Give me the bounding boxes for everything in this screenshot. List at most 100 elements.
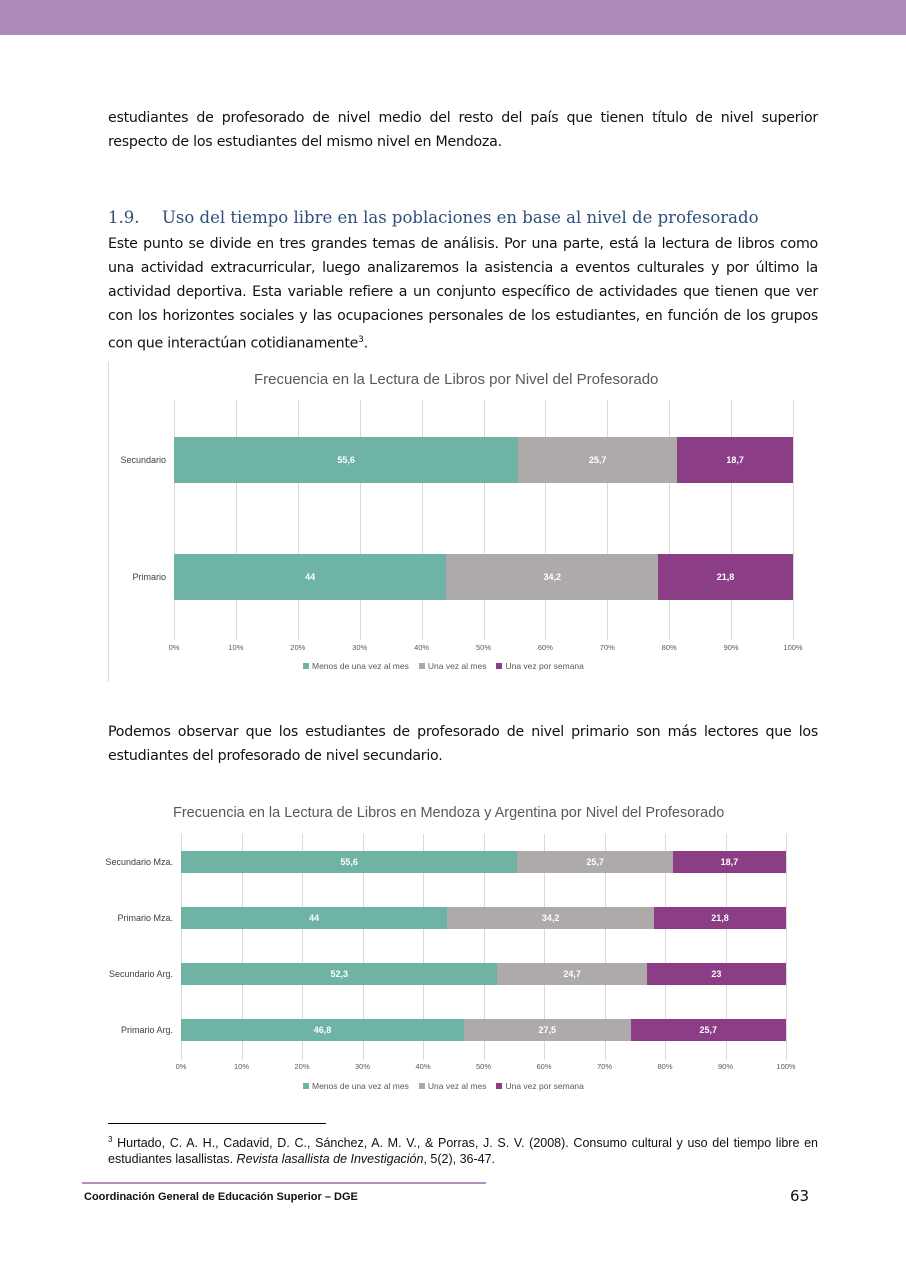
bar-segment: 18,7	[672, 851, 786, 873]
x-tick-label: 70%	[596, 1062, 613, 1071]
footnote-text-end: , 5(2), 36-47.	[423, 1152, 496, 1167]
footnote-text: Hurtado, C. A. H., Cadavid, D. C., Sánch…	[108, 1136, 818, 1167]
footnote-marker: 3	[108, 1135, 113, 1144]
section-paragraph-text: Este punto se divide en tres grandes tem…	[108, 236, 818, 352]
footnote-rule	[108, 1123, 326, 1124]
x-tick-label: 50%	[475, 643, 492, 652]
bar-segment: 21,8	[654, 907, 786, 929]
x-tick-label: 100%	[783, 643, 803, 652]
gridline	[423, 834, 424, 1060]
bar-segment: 34,2	[447, 907, 655, 929]
legend-swatch	[303, 1083, 309, 1089]
x-tick-label: 60%	[536, 1062, 552, 1071]
x-tick-label: 70%	[599, 643, 615, 652]
header-bar	[0, 0, 906, 35]
bar-segment: 18,7	[677, 437, 793, 483]
x-tick-label: 80%	[661, 643, 677, 652]
chart-reading-frequency-by-level: Frecuencia en la Lectura de Libros por N…	[108, 362, 828, 682]
section-title: Uso del tiempo libre en las poblaciones …	[162, 208, 759, 227]
gridline	[544, 834, 545, 1060]
bar-segment: 55,6	[181, 851, 518, 873]
chart-title: Frecuencia en la Lectura de Libros en Me…	[173, 805, 725, 821]
x-tick-label: 90%	[717, 1062, 734, 1071]
legend-swatch	[496, 663, 503, 669]
legend-item: Menos de una vez al mes	[303, 661, 409, 671]
category-label: Primario Mza.	[117, 913, 173, 923]
x-tick-label: 30%	[352, 643, 368, 652]
gridline	[297, 400, 299, 640]
x-tick-label: 40%	[415, 1062, 431, 1071]
category-label: Secundario	[120, 455, 166, 465]
bar-segment: 25,7	[517, 851, 673, 873]
section-heading: 1.9. Uso del tiempo libre en las poblacio…	[108, 208, 759, 227]
legend-swatch	[418, 1083, 425, 1089]
gridline	[725, 834, 727, 1060]
legend-label: Una vez al mes	[427, 661, 487, 671]
bar-segment: 52,3	[181, 963, 498, 985]
bar-segment: 46,8	[181, 1019, 465, 1041]
footer-organization: Coordinación General de Educación Superi…	[84, 1191, 358, 1203]
x-tick-label: 80%	[657, 1062, 673, 1071]
legend-item: Una vez por semana	[496, 661, 584, 671]
bar-segment: 24,7	[497, 963, 647, 985]
bar-segment: 23	[646, 963, 786, 985]
legend-label: Menos de una vez al mes	[312, 661, 409, 671]
x-tick-label: 40%	[414, 643, 430, 652]
gridline	[241, 834, 243, 1060]
x-tick-label: 90%	[723, 643, 739, 652]
legend-swatch	[496, 1083, 503, 1089]
legend-item: Una vez al mes	[418, 1081, 487, 1091]
legend-swatch	[418, 663, 425, 669]
gridline	[181, 834, 182, 1060]
chart-legend: Menos de una vez al mes Una vez al mes Una…	[298, 1081, 589, 1091]
legend-item: Una vez por semana	[496, 1081, 584, 1091]
footnote: 3 Hurtado, C. A. H., Cadavid, D. C., Sán…	[108, 1132, 818, 1167]
gridline	[421, 400, 423, 640]
category-label: Primario Arg.	[120, 1025, 173, 1035]
category-label: Secundario Mza.	[105, 857, 173, 867]
gridline	[665, 834, 666, 1060]
legend-label: Menos de una vez al mes	[312, 1081, 409, 1091]
section-number: 1.9.	[108, 208, 140, 227]
x-tick-label: 100%	[776, 1062, 796, 1071]
gridline	[302, 834, 303, 1060]
bar-segment: 44	[174, 554, 447, 600]
gridline	[793, 400, 794, 640]
x-tick-label: 20%	[290, 643, 306, 652]
x-tick-label: 10%	[233, 1062, 250, 1071]
x-tick-label: 50%	[475, 1062, 492, 1071]
gridline	[604, 834, 606, 1060]
category-label: Secundario Arg.	[108, 969, 173, 979]
x-tick-label: 20%	[294, 1062, 310, 1071]
x-tick-label: 0%	[175, 1062, 187, 1071]
chart-title: Frecuencia en la Lectura de Libros por N…	[254, 371, 659, 388]
x-tick-label: 60%	[537, 643, 553, 652]
x-tick-label: 0%	[168, 643, 180, 652]
gridline	[483, 400, 485, 640]
bar-segment: 55,6	[174, 437, 519, 483]
x-tick-label: 30%	[354, 1062, 371, 1071]
gridline	[359, 400, 361, 640]
bar-segment: 44	[181, 907, 448, 929]
footer-rule	[82, 1182, 486, 1184]
gridline	[483, 834, 485, 1060]
gridline	[786, 834, 787, 1060]
legend-label: Una vez al mes	[427, 1081, 487, 1091]
legend-label: Una vez por semana	[505, 1081, 584, 1091]
bar-segment: 27,5	[464, 1019, 631, 1041]
category-label: Primario	[132, 572, 166, 582]
legend-label: Una vez por semana	[505, 661, 584, 671]
gridline	[669, 400, 671, 640]
bar-segment: 25,7	[630, 1019, 786, 1041]
section-paragraph: Este punto se divide en tres grandes tem…	[108, 236, 818, 352]
middle-paragraph: Podemos observar que los estudiantes de …	[108, 724, 818, 764]
chart-legend: Menos de una vez al mes Una vez al mes Una…	[298, 661, 589, 671]
bar-segment: 25,7	[518, 437, 678, 483]
footnote-reference[interactable]: 3	[358, 335, 364, 345]
gridline	[731, 400, 733, 640]
legend-item: Una vez al mes	[418, 661, 487, 671]
bar-segment: 34,2	[446, 554, 659, 600]
chart1-border	[108, 362, 109, 682]
gridline	[607, 400, 609, 640]
bar-segment: 21,8	[658, 554, 793, 600]
